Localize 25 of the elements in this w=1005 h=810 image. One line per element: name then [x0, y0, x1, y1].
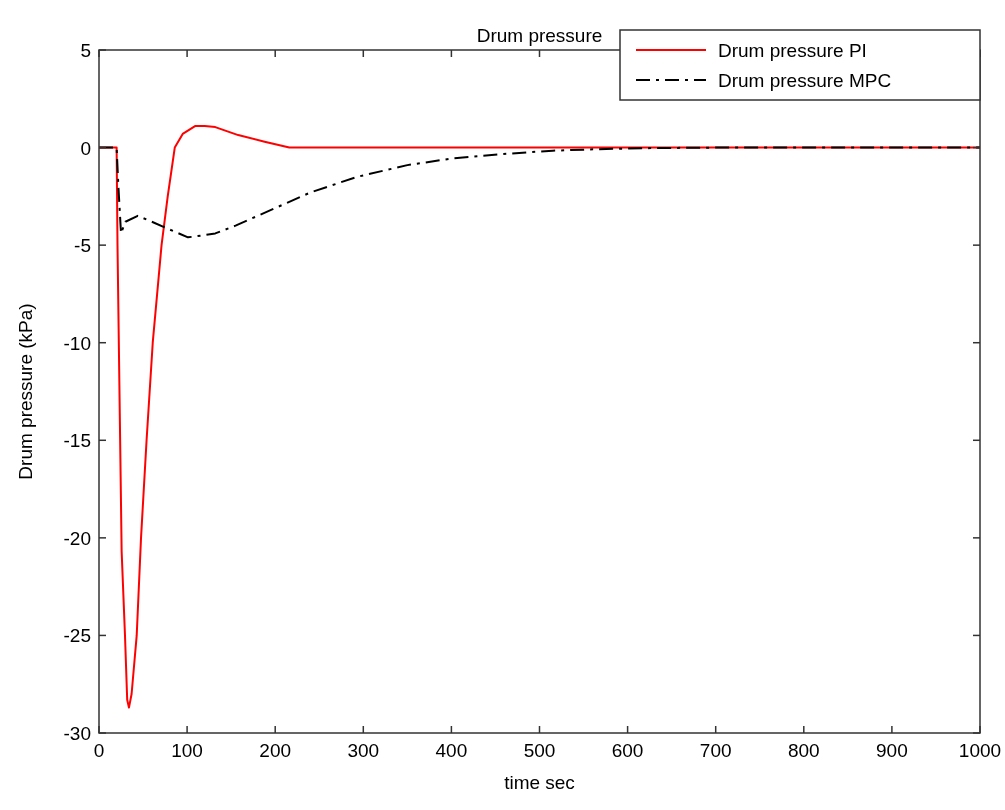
- x-tick-label: 0: [93, 740, 105, 761]
- y-tick-label: -15: [63, 430, 91, 452]
- x-tick-label: 900: [876, 740, 908, 761]
- y-tick-label: 5: [80, 40, 91, 61]
- x-tick-label: 400: [435, 740, 468, 761]
- y-tick-label: -5: [74, 235, 91, 257]
- x-axis-title: time sec: [504, 772, 575, 793]
- y-tick-label: -10: [63, 332, 91, 354]
- x-tick-label: 300: [347, 740, 380, 761]
- x-tick-label: 500: [523, 740, 556, 761]
- x-tick-label: 600: [611, 740, 644, 761]
- y-tick-label: -20: [63, 527, 91, 549]
- x-tick-label: 700: [699, 740, 732, 761]
- x-tick-label: 800: [787, 740, 820, 761]
- line-series: [99, 146, 980, 239]
- y-tick-label: -30: [63, 723, 91, 744]
- chart-title: Drum pressure: [476, 25, 603, 46]
- y-axis-title: Drum pressure (kPa): [15, 303, 36, 480]
- x-tick-label: 200: [259, 740, 292, 761]
- x-tick-label: 1000: [958, 740, 1002, 761]
- x-tick-label: 100: [171, 740, 203, 761]
- y-tick-label: 0: [80, 137, 91, 159]
- legend-label: Drum pressure MPC: [718, 70, 892, 91]
- legend-label: Drum pressure PI: [718, 40, 867, 61]
- y-tick-label: -25: [63, 625, 91, 647]
